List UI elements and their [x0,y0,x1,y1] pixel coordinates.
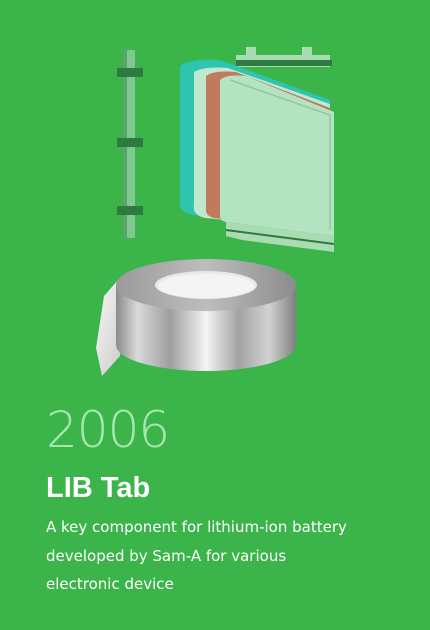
battery-cell-layers-icon [179,47,335,252]
product-description: A key component for lithium-ion battery … [46,513,396,599]
product-title: LIB Tab [46,472,151,504]
description-line: A key component for lithium-ion battery [46,518,347,536]
year-label: 2006 [46,401,170,459]
metal-foil-roll-icon [96,259,296,376]
description-line: electronic device [46,575,174,593]
description-line: developed by Sam-A for various [46,546,287,565]
lib-tab-strip-icon [117,50,143,238]
product-illustration [96,47,335,376]
